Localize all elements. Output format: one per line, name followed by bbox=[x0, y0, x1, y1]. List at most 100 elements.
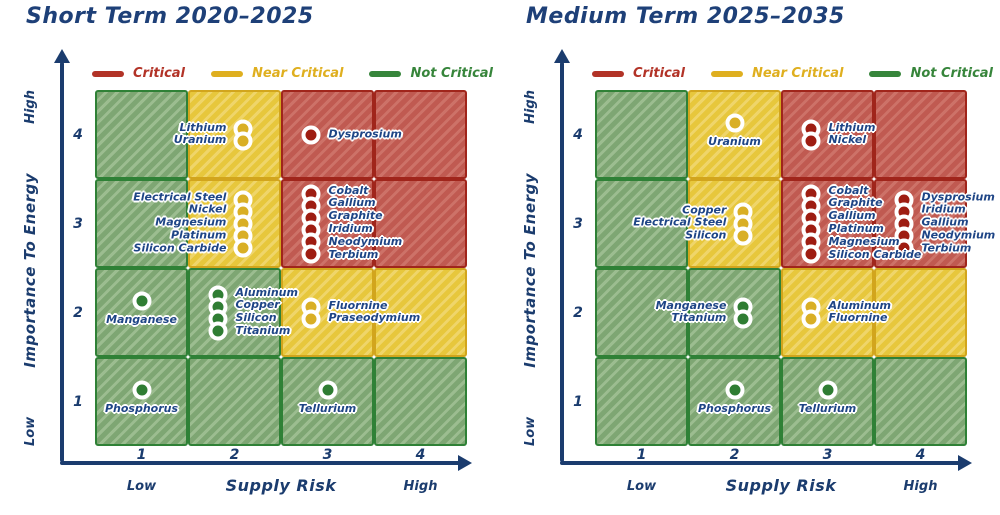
chart-title: Short Term 2020–2025 bbox=[26, 4, 314, 29]
material-labels: Dysprosium Iridium Gallium Neodymium Terbium bbox=[921, 190, 996, 256]
matrix-cell-x3-y4: Lithium Nickel bbox=[781, 90, 875, 179]
material-label: Nickel bbox=[188, 203, 227, 217]
x-axis-arrow-icon bbox=[458, 455, 472, 471]
material-label: Aluminum bbox=[828, 298, 891, 312]
material-labels: Cobalt Graphite Gallium Platinum Magnesium Si… bbox=[828, 183, 922, 263]
material-labels: Manganese Titanium bbox=[656, 299, 727, 326]
material-labels: Fluornine Praseodymium bbox=[328, 298, 421, 326]
material-dots bbox=[318, 380, 337, 400]
matrix-cell-x4-y2 bbox=[374, 268, 467, 357]
x-axis-title: Supply Risk bbox=[225, 476, 337, 495]
x-axis-low-label: Low bbox=[626, 479, 657, 494]
material-dots bbox=[233, 119, 253, 150]
matrix-cell-x2-y3: Copper Electrical Steel Silicon bbox=[633, 179, 781, 268]
material-dots bbox=[894, 190, 914, 257]
material-dots bbox=[801, 297, 821, 328]
legend-label-critical: Critical bbox=[633, 66, 686, 81]
material-label: Silicon Carbide bbox=[828, 248, 922, 262]
y-axis-line bbox=[560, 62, 564, 462]
matrix-cell-x1-y3 bbox=[95, 179, 188, 268]
material-dot-icon bbox=[233, 131, 253, 150]
material-dot-icon bbox=[233, 238, 253, 257]
material-dots bbox=[208, 285, 228, 340]
material-dot-icon bbox=[801, 244, 821, 263]
material-dot-icon bbox=[801, 309, 821, 328]
material-dot-icon bbox=[818, 380, 837, 400]
material-dots bbox=[132, 380, 151, 400]
material-labels: Dysprosium bbox=[328, 127, 402, 141]
material-labels: Manganese bbox=[106, 313, 177, 327]
material-dots bbox=[301, 297, 321, 328]
y-axis-high-label: High bbox=[22, 90, 38, 124]
critical-dash-icon bbox=[92, 70, 124, 77]
material-label: Nickel bbox=[828, 133, 867, 147]
matrix-cell-x3-y4: Dysprosium bbox=[281, 90, 402, 179]
material-labels: Tellurium bbox=[799, 402, 856, 416]
legend-label-near: Near Critical bbox=[252, 66, 344, 81]
x-tick: 3 bbox=[822, 446, 833, 463]
near-dash-icon bbox=[211, 70, 244, 77]
material-label: Silicon bbox=[685, 228, 727, 242]
matrix-cell-x1-y1 bbox=[595, 357, 688, 446]
matrix-cell-x1-y2 bbox=[595, 268, 688, 357]
matrix-cell-x2-y1 bbox=[188, 357, 281, 446]
y-axis-ticks: 4 3 2 1 bbox=[66, 90, 90, 446]
material-dot-icon bbox=[208, 321, 228, 340]
material-dot-icon bbox=[894, 238, 914, 257]
legend-item-critical: Critical bbox=[592, 66, 685, 81]
material-label: Praseodymium bbox=[328, 311, 421, 325]
y-axis-low-label: Low bbox=[522, 416, 538, 446]
material-label: Copper bbox=[235, 298, 280, 312]
matrix-cell-x3-y1: Tellurium bbox=[781, 357, 874, 446]
material-label: Electrical Steel bbox=[133, 190, 227, 204]
material-label: Titanium bbox=[235, 324, 291, 338]
material-label: Magnesium bbox=[828, 235, 900, 249]
material-label: Neodymium bbox=[328, 235, 403, 249]
material-label: Tellurium bbox=[298, 402, 357, 416]
y-tick: 3 bbox=[573, 215, 583, 232]
matrix-cell-x1-y4 bbox=[595, 90, 688, 179]
x-tick: 1 bbox=[136, 446, 147, 463]
material-label: Fluornine bbox=[828, 311, 888, 325]
x-tick: 2 bbox=[229, 446, 240, 463]
legend-item-critical: Critical bbox=[92, 66, 185, 81]
y-tick: 2 bbox=[73, 304, 83, 321]
material-label: Cobalt bbox=[828, 183, 869, 197]
critical-dash-icon bbox=[592, 70, 624, 77]
matrix-cell-x3-y2: Aluminum Fluornine bbox=[781, 268, 891, 357]
y-tick: 4 bbox=[73, 126, 83, 143]
y-tick: 2 bbox=[573, 304, 583, 321]
legend-label-not: Not Critical bbox=[910, 66, 994, 81]
matrix-cell-x4-y1 bbox=[874, 357, 967, 446]
material-dots bbox=[233, 190, 253, 257]
x-axis-ticks: 1 2 3 4 bbox=[95, 446, 467, 463]
legend-label-critical: Critical bbox=[133, 66, 186, 81]
material-label: Dysprosium bbox=[921, 190, 995, 204]
material-label: Fluornine bbox=[328, 298, 388, 312]
material-dot-icon bbox=[725, 113, 744, 133]
material-label: Titanium bbox=[671, 311, 727, 325]
material-label: Dysprosium bbox=[328, 127, 402, 141]
material-label: Neodymium bbox=[921, 228, 996, 242]
legend-label-not: Not Critical bbox=[410, 66, 494, 81]
material-label: Silicon Carbide bbox=[133, 241, 227, 255]
y-axis-ticks: 4 3 2 1 bbox=[566, 90, 590, 446]
material-label: Uranium bbox=[173, 133, 227, 147]
matrix-cell-x2-y2: Aluminum Copper Silicon Titanium bbox=[188, 268, 298, 357]
material-dots bbox=[733, 297, 753, 328]
y-axis-high-label: High bbox=[522, 90, 538, 124]
matrix-cell-x1-y3 bbox=[595, 179, 688, 268]
chart-short-term: Short Term 2020–2025 Critical Near Critic… bbox=[21, 4, 494, 495]
x-axis-title: Supply Risk bbox=[725, 476, 837, 495]
material-labels: Cobalt Gallium Graphite Iridium Neodymium Ter… bbox=[328, 184, 403, 263]
material-label: Terbium bbox=[921, 241, 972, 255]
x-axis-high-label: High bbox=[403, 479, 438, 494]
material-dots bbox=[725, 380, 744, 400]
matrix-cell-x1-y4 bbox=[95, 90, 188, 179]
material-label: Phosphorus bbox=[697, 402, 772, 416]
matrix-cell-x4-y4 bbox=[374, 90, 467, 179]
matrix-grid: Lithium Uranium Dysprosium Electrical Steel… bbox=[95, 90, 467, 446]
material-label: Graphite bbox=[328, 209, 383, 223]
material-labels: Copper Electrical Steel Silicon bbox=[633, 203, 727, 243]
y-axis-arrow-icon bbox=[554, 49, 570, 63]
